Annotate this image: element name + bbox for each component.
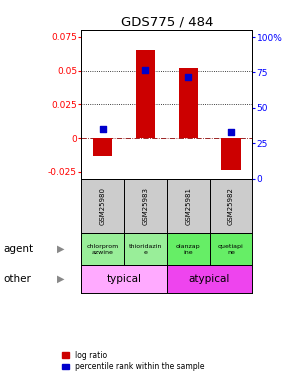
- Point: [143, 67, 148, 73]
- Text: ▶: ▶: [57, 274, 65, 284]
- Legend: log ratio, percentile rank within the sample: log ratio, percentile rank within the sa…: [62, 351, 204, 371]
- Bar: [136, 50, 155, 138]
- Text: GSM25981: GSM25981: [185, 187, 191, 225]
- Bar: [124, 233, 167, 265]
- Text: other: other: [3, 274, 31, 284]
- Point: [229, 129, 233, 135]
- Bar: [210, 233, 252, 265]
- Bar: [167, 178, 209, 233]
- Bar: [167, 265, 252, 292]
- Text: quetiapi
ne: quetiapi ne: [218, 244, 244, 255]
- Bar: [179, 68, 198, 138]
- Text: agent: agent: [3, 244, 33, 254]
- Bar: [81, 178, 124, 233]
- Bar: [124, 178, 167, 233]
- Point: [100, 126, 105, 132]
- Bar: [210, 178, 252, 233]
- Text: thioridazin
e: thioridazin e: [129, 244, 162, 255]
- Text: GSM25982: GSM25982: [228, 187, 234, 225]
- Text: GSM25983: GSM25983: [142, 187, 148, 225]
- Bar: [221, 138, 240, 171]
- Text: chlorprom
azwine: chlorprom azwine: [86, 244, 119, 255]
- Bar: [81, 233, 124, 265]
- Text: ▶: ▶: [57, 244, 65, 254]
- Text: olanzap
ine: olanzap ine: [176, 244, 200, 255]
- Title: GDS775 / 484: GDS775 / 484: [121, 16, 213, 29]
- Bar: [81, 265, 167, 292]
- Point: [186, 74, 191, 80]
- Bar: [93, 138, 112, 156]
- Text: atypical: atypical: [189, 274, 230, 284]
- Text: typical: typical: [106, 274, 142, 284]
- Text: GSM25980: GSM25980: [99, 187, 106, 225]
- Bar: [167, 233, 209, 265]
